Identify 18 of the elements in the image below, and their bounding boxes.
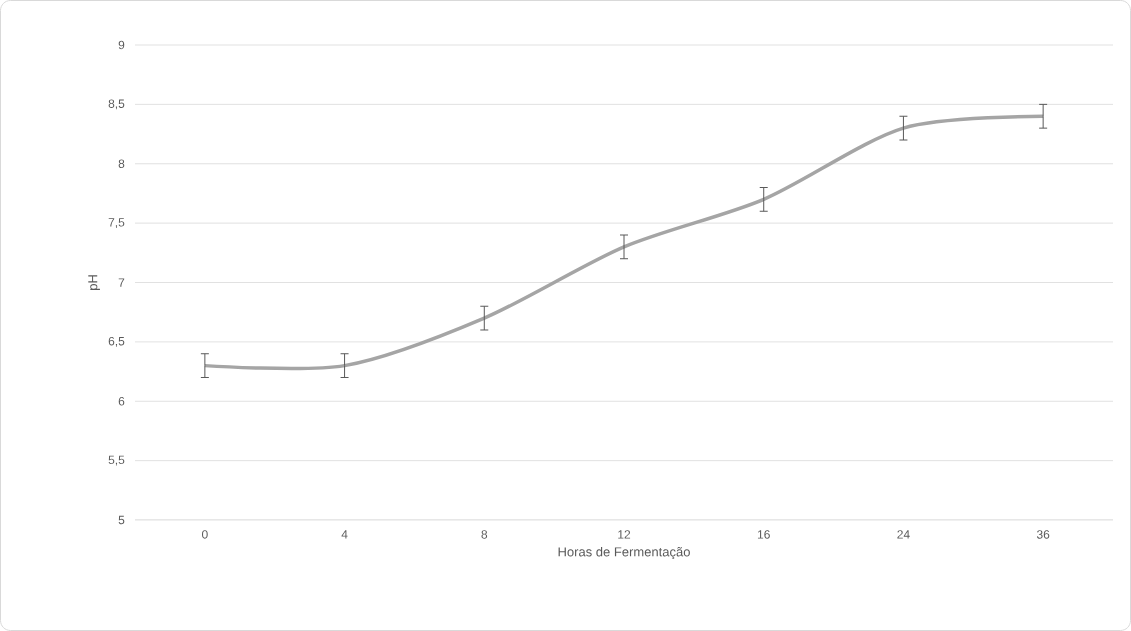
x-tick-label: 36 xyxy=(1036,530,1050,539)
x-tick-label: 4 xyxy=(341,530,348,539)
y-tick-label: 5 xyxy=(118,515,125,525)
y-tick-label: 7 xyxy=(118,278,125,287)
y-axis-title: pH xyxy=(88,275,100,290)
x-tick-label: 24 xyxy=(897,530,910,539)
y-tick-label: 9 xyxy=(118,40,125,50)
y-tick-label: 5,5 xyxy=(108,455,125,466)
y-tick-label: 6 xyxy=(118,397,125,406)
y-tick-label: 8,5 xyxy=(108,99,125,110)
y-tick-label: 7,5 xyxy=(108,218,125,229)
x-tick-label: 16 xyxy=(757,530,770,539)
x-axis-title: Horas de Fermentação xyxy=(558,546,690,560)
x-tick-label: 12 xyxy=(618,530,631,539)
x-tick-label: 0 xyxy=(201,530,208,539)
y-tick-label: 6,5 xyxy=(108,336,125,347)
y-tick-label: 8 xyxy=(118,159,125,168)
x-tick-label: 8 xyxy=(481,530,488,539)
